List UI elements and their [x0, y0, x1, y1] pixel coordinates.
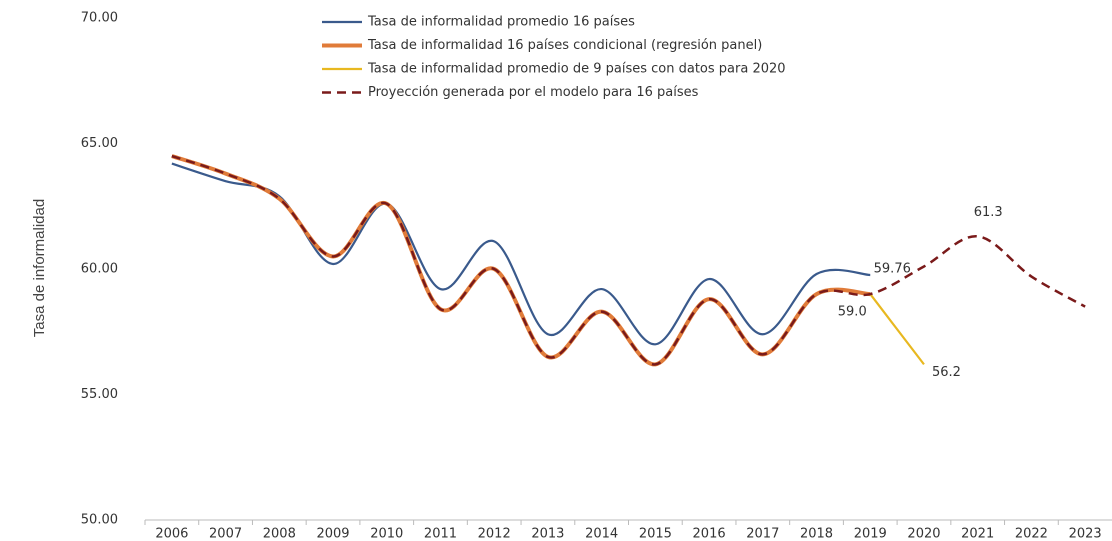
- data-label: 61.3: [974, 205, 1003, 220]
- x-tick-label: 2017: [746, 527, 779, 541]
- y-tick-label: 55.00: [81, 387, 118, 402]
- series-line: [869, 293, 925, 366]
- y-tick-label: 70.00: [81, 11, 118, 26]
- data-label: 59.0: [838, 305, 867, 320]
- x-tick-label: 2006: [155, 527, 188, 541]
- legend-label: Tasa de informalidad promedio 16 países: [367, 15, 635, 30]
- x-tick-label: 2018: [800, 527, 833, 541]
- x-tick-label: 2009: [316, 527, 349, 541]
- x-tick-label: 2011: [424, 527, 457, 541]
- x-tick-label: 2007: [209, 527, 242, 541]
- x-tick-label: 2014: [585, 527, 618, 541]
- y-tick-label: 60.00: [81, 262, 118, 277]
- x-tick-label: 2015: [639, 527, 672, 541]
- x-tick-label: 2019: [854, 527, 887, 541]
- x-tick-label: 2010: [370, 527, 403, 541]
- legend-label: Tasa de informalidad 16 países condicion…: [367, 38, 762, 53]
- x-tick-label: 2008: [263, 527, 296, 541]
- legend-label: Tasa de informalidad promedio de 9 paíse…: [367, 62, 786, 77]
- x-tick-label: 2013: [531, 527, 564, 541]
- y-axis-label: Tasa de informalidad: [31, 199, 48, 337]
- x-tick-label: 2016: [693, 527, 726, 541]
- x-tick-label: 2012: [478, 527, 511, 541]
- x-tick-label: 2020: [907, 527, 940, 541]
- x-tick-label: 2021: [961, 527, 994, 541]
- series-line: [171, 154, 1086, 366]
- data-label: 59.76: [874, 262, 911, 277]
- data-label: 56.2: [932, 365, 961, 380]
- x-tick-label: 2022: [1015, 527, 1048, 541]
- legend-label: Proyección generada por el modelo para 1…: [368, 85, 699, 100]
- x-tick-label: 2023: [1069, 527, 1102, 541]
- y-tick-label: 65.00: [81, 136, 118, 151]
- y-tick-label: 50.00: [81, 513, 118, 528]
